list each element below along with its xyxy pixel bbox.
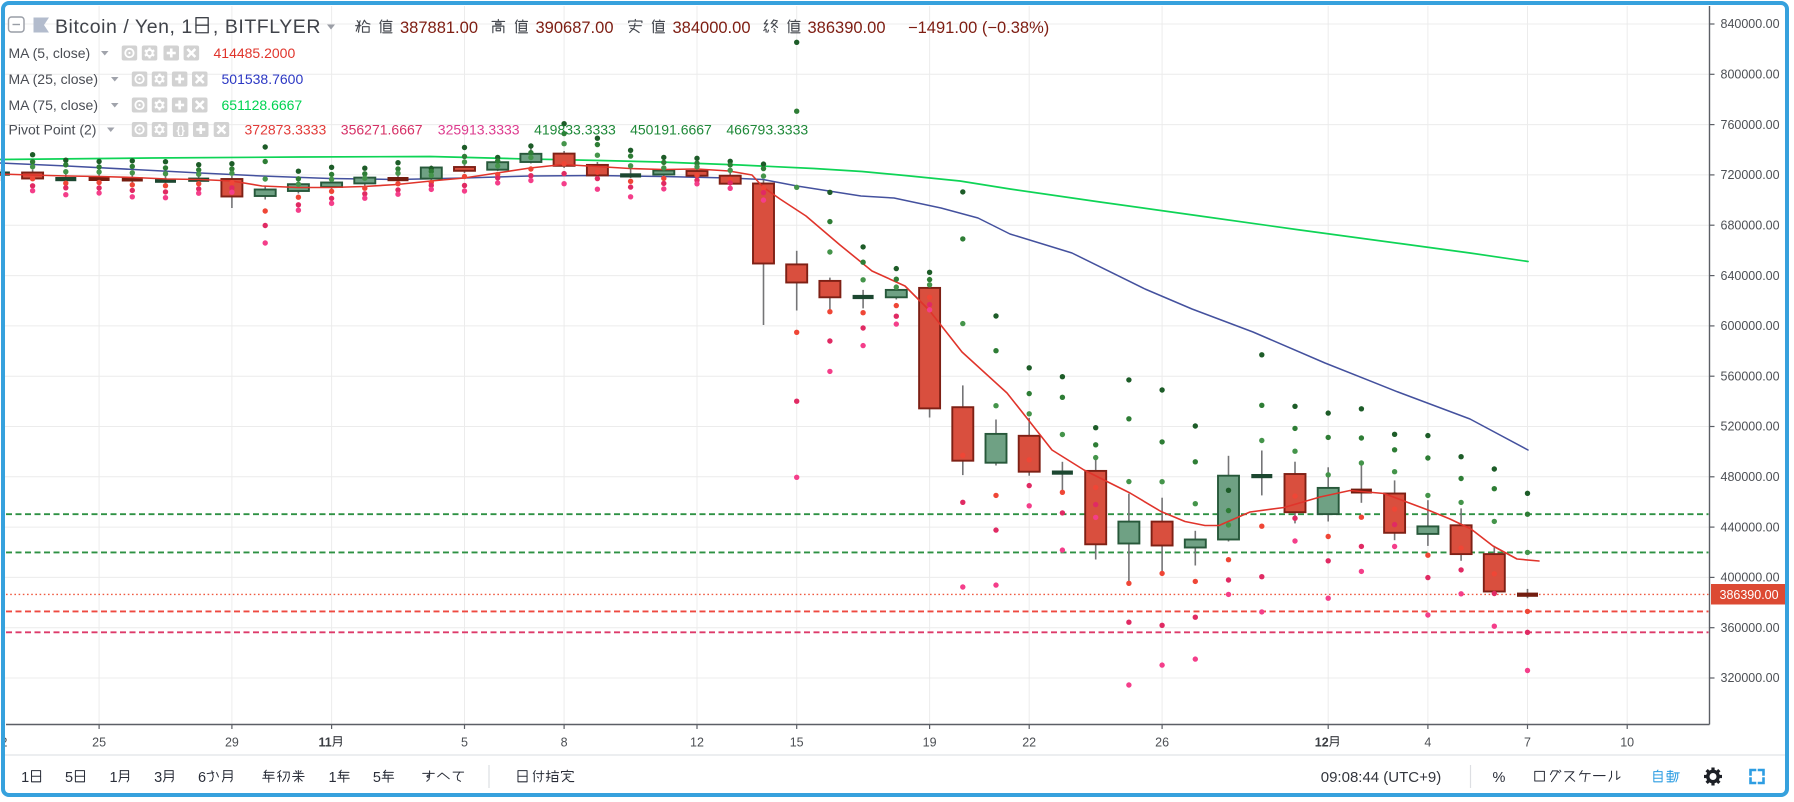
svg-text:840000.00: 840000.00	[1721, 17, 1780, 31]
svg-text:8: 8	[561, 736, 568, 750]
svg-text:1: 1	[21, 770, 29, 786]
svg-text:4: 4	[1424, 736, 1431, 750]
svg-text:600000.00: 600000.00	[1721, 319, 1780, 333]
svg-text:6: 6	[198, 770, 206, 786]
svg-text:%: %	[1493, 770, 1506, 786]
svg-text:12: 12	[690, 736, 704, 750]
svg-text:2: 2	[1, 736, 8, 750]
svg-text:414485.2000: 414485.2000	[214, 45, 296, 61]
svg-text:560000.00: 560000.00	[1721, 369, 1780, 383]
svg-text:Pivot Point (2): Pivot Point (2)	[9, 122, 97, 138]
svg-text:386390.00: 386390.00	[1720, 588, 1779, 602]
svg-text:1: 1	[110, 770, 118, 786]
svg-text:26: 26	[1155, 736, 1169, 750]
svg-text:800000.00: 800000.00	[1721, 68, 1780, 82]
svg-text:387881.00: 387881.00	[400, 19, 478, 37]
svg-text:384000.00: 384000.00	[673, 19, 751, 37]
svg-text:3: 3	[154, 770, 162, 786]
svg-text:7: 7	[1524, 736, 1531, 750]
svg-text:400000.00: 400000.00	[1721, 571, 1780, 585]
svg-text:19: 19	[923, 736, 937, 750]
svg-text:15: 15	[790, 736, 804, 750]
svg-text:360000.00: 360000.00	[1721, 621, 1780, 635]
svg-text:22: 22	[1022, 736, 1036, 750]
svg-text:720000.00: 720000.00	[1721, 168, 1780, 182]
svg-text:25: 25	[92, 736, 106, 750]
svg-text:390687.00: 390687.00	[536, 19, 614, 37]
svg-text:466793.3333: 466793.3333	[726, 122, 808, 138]
svg-text:{}: {}	[176, 125, 185, 137]
svg-text:325913.3333: 325913.3333	[438, 122, 520, 138]
svg-text:5: 5	[461, 736, 468, 750]
svg-text:480000.00: 480000.00	[1721, 470, 1780, 484]
svg-text:372873.3333: 372873.3333	[245, 122, 327, 138]
svg-text:−1491.00 (−0.38%): −1491.00 (−0.38%)	[908, 19, 1049, 37]
svg-text:1: 1	[329, 770, 337, 786]
svg-text:440000.00: 440000.00	[1721, 520, 1780, 534]
svg-text:640000.00: 640000.00	[1721, 269, 1780, 283]
svg-text:12: 12	[1315, 736, 1329, 750]
svg-text:Bitcoin / Yen, 1: Bitcoin / Yen, 1	[55, 16, 193, 38]
svg-text:, BITFLYER: , BITFLYER	[213, 16, 321, 38]
svg-text:11: 11	[319, 736, 332, 750]
svg-text:450191.6667: 450191.6667	[630, 122, 712, 138]
svg-text:760000.00: 760000.00	[1721, 118, 1780, 132]
svg-text:MA (5, close): MA (5, close)	[9, 45, 91, 61]
svg-text:MA (25, close): MA (25, close)	[9, 71, 98, 87]
svg-text:29: 29	[225, 736, 239, 750]
svg-text:356271.6667: 356271.6667	[341, 122, 423, 138]
svg-text:419833.3333: 419833.3333	[534, 122, 616, 138]
svg-text:520000.00: 520000.00	[1721, 420, 1780, 434]
svg-text:MA (75, close): MA (75, close)	[9, 97, 98, 113]
svg-text:10: 10	[1620, 736, 1634, 750]
svg-text:5: 5	[65, 770, 73, 786]
svg-text:320000.00: 320000.00	[1721, 671, 1780, 685]
svg-text:680000.00: 680000.00	[1721, 218, 1780, 232]
svg-text:501538.7600: 501538.7600	[222, 71, 304, 87]
svg-text:651128.6667: 651128.6667	[222, 97, 303, 113]
svg-text:386390.00: 386390.00	[808, 19, 886, 37]
svg-text:09:08:44 (UTC+9): 09:08:44 (UTC+9)	[1321, 769, 1441, 786]
svg-text:5: 5	[373, 770, 381, 786]
